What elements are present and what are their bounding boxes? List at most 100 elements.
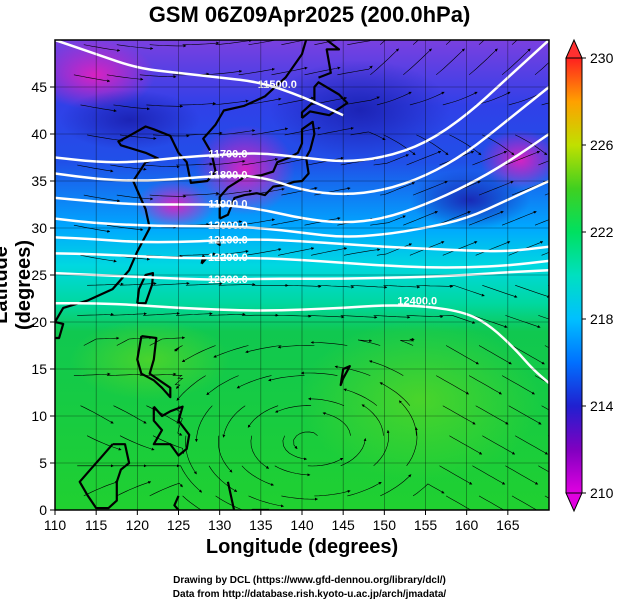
streamline xyxy=(274,465,311,477)
streamline xyxy=(442,91,478,106)
y-tick-label: 45 xyxy=(31,79,47,95)
streamline xyxy=(241,465,274,486)
streamline xyxy=(77,164,114,173)
streamline xyxy=(310,340,348,346)
colorbar-min-arrow xyxy=(565,492,583,513)
streamline xyxy=(73,224,111,233)
contour-line xyxy=(55,132,549,224)
streamline xyxy=(439,315,476,324)
x-axis-label: Longitude (degrees) xyxy=(205,536,399,558)
x-tick-label: 130 xyxy=(208,517,232,533)
streamline xyxy=(478,180,514,196)
streamline xyxy=(281,495,318,501)
streamline xyxy=(185,282,223,286)
streamline xyxy=(83,44,121,52)
colorbar-tick-label: 222 xyxy=(590,224,614,240)
streamline xyxy=(380,474,412,497)
streamline xyxy=(361,404,384,436)
streamline xyxy=(475,405,509,425)
contour-label: 12300.0 xyxy=(208,274,248,286)
streamline xyxy=(174,345,183,352)
streamline xyxy=(541,251,549,256)
streamline xyxy=(412,483,445,497)
colorbar-tick-label: 210 xyxy=(590,485,614,501)
streamline xyxy=(116,44,154,50)
streamline xyxy=(236,375,272,389)
streamline xyxy=(206,375,239,396)
streamline xyxy=(358,339,381,346)
streamline xyxy=(449,435,483,455)
streamline xyxy=(343,96,380,106)
streamline xyxy=(317,285,355,289)
x-tick-label: 155 xyxy=(414,517,438,533)
streamline xyxy=(508,405,542,425)
streamline xyxy=(347,481,382,497)
streamline xyxy=(182,495,202,510)
contour-line xyxy=(55,301,549,385)
streamline xyxy=(308,397,345,406)
streamline xyxy=(307,315,345,319)
streamline xyxy=(314,489,351,497)
streamline xyxy=(116,481,152,497)
streamline xyxy=(176,162,213,166)
streamline xyxy=(217,435,233,473)
streamline xyxy=(511,345,545,365)
streamline xyxy=(106,74,144,81)
height-contours: 11500.0 11700.0 11800.0 11900.0 12000.0 12100… xyxy=(55,40,549,385)
streamline xyxy=(113,104,150,111)
streamline xyxy=(119,134,157,140)
streamline xyxy=(445,345,479,365)
colorbar: 210 214 218 222 226 230 xyxy=(565,38,614,513)
streamline xyxy=(149,44,187,48)
contour-line xyxy=(55,40,344,117)
streamline xyxy=(343,248,381,256)
contour-line xyxy=(55,40,549,164)
streamline xyxy=(472,465,506,485)
streamline xyxy=(449,134,482,156)
streamline xyxy=(152,281,190,286)
streamline xyxy=(212,99,249,106)
streamline xyxy=(501,375,535,395)
streamline xyxy=(478,345,512,365)
streamline xyxy=(146,104,184,108)
streamline xyxy=(347,40,372,45)
x-tick-label: 115 xyxy=(85,517,108,533)
map-plot: 11500.0 11700.0 11800.0 11900.0 12000.0 12100… xyxy=(31,38,614,533)
streamline xyxy=(250,435,270,469)
streamline xyxy=(538,465,549,473)
streamline xyxy=(468,211,504,226)
streamline xyxy=(149,194,187,198)
streamline xyxy=(83,481,119,497)
streamline xyxy=(538,160,549,166)
streamline xyxy=(442,405,476,425)
streamline xyxy=(373,315,411,319)
y-tick-label: 5 xyxy=(39,455,47,471)
streamline xyxy=(247,405,279,428)
streamline xyxy=(482,435,516,455)
streamline xyxy=(534,61,549,76)
streamline xyxy=(505,315,541,328)
streamline xyxy=(436,48,465,76)
colorbar-ticks: 210 214 218 222 226 230 xyxy=(582,50,614,501)
contour-label: 11700.0 xyxy=(208,149,247,161)
streamline xyxy=(284,284,322,288)
streamline xyxy=(119,282,157,286)
streamline xyxy=(468,375,502,395)
contour-label: 12000.0 xyxy=(208,220,248,232)
streamline xyxy=(77,312,114,316)
streamline xyxy=(119,435,155,451)
temperature-field: 11500.0 11700.0 11800.0 11900.0 12000.0 12100… xyxy=(55,40,549,510)
streamline xyxy=(245,248,282,256)
streamline xyxy=(146,405,180,424)
y-axis-label: Latitude (degrees) xyxy=(0,239,35,331)
streamline xyxy=(501,48,531,76)
streamline xyxy=(416,134,449,156)
streamline xyxy=(110,312,147,316)
contour-line xyxy=(55,269,549,281)
y-tick-label: 40 xyxy=(31,126,47,142)
streamline xyxy=(468,48,498,76)
streamline xyxy=(416,284,454,288)
x-tick-label: 150 xyxy=(373,517,397,533)
streamline xyxy=(472,315,508,328)
streamline xyxy=(80,405,114,424)
